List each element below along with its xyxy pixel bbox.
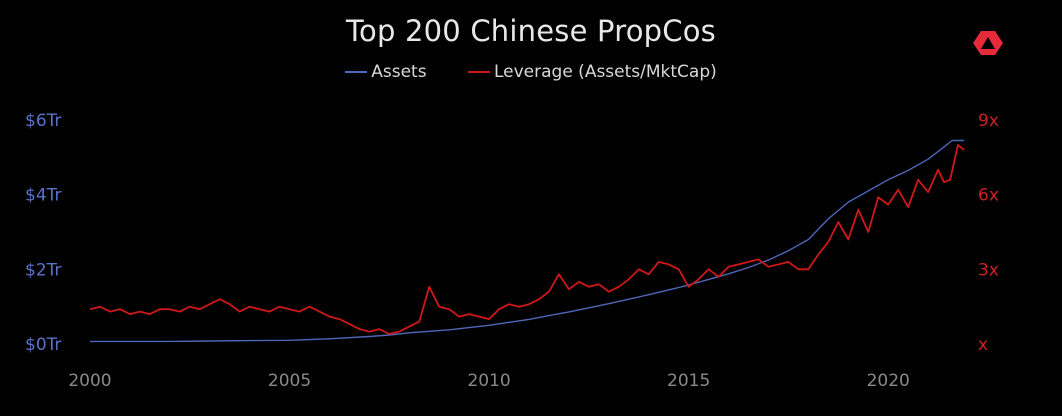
legend-label-leverage: Leverage (Assets/MktCap) [493, 62, 717, 82]
y-left-tick-label-0: $0Tr [25, 335, 62, 355]
x-tick-label-1: 2005 [268, 371, 311, 391]
legend-item-leverage: Leverage (Assets/MktCap) [467, 62, 717, 82]
legend: Assets Leverage (Assets/MktCap) [0, 62, 1062, 82]
y-right-tick-label-3: 9x [978, 111, 999, 131]
axes: 2000 2005 2010 2015 2020 $0Tr $2Tr $4Tr $6Tr x 3x 6… [25, 111, 999, 391]
x-tick-label-3: 2015 [667, 371, 710, 391]
y-right-tick-label-2: 6x [978, 186, 999, 206]
chart-title: Top 200 Chinese PropCos [346, 14, 716, 48]
y-right-tick-label-1: 3x [978, 260, 999, 280]
y-right-tick-label-0: x [978, 335, 988, 355]
y-left-tick-label-3: $6Tr [25, 111, 62, 131]
legend-swatch-assets [345, 71, 368, 73]
brand-logo-icon [973, 31, 1003, 55]
series-lines [89, 139, 965, 343]
x-tick-label-2: 2010 [467, 371, 510, 391]
legend-label-assets: Assets [371, 62, 427, 82]
y-left-tick-label-1: $2Tr [25, 260, 62, 280]
series-line-assets [90, 139, 964, 343]
y-left-tick-label-2: $4Tr [25, 186, 62, 206]
x-tick-label-0: 2000 [68, 371, 111, 391]
x-tick-label-4: 2020 [867, 371, 910, 391]
legend-item-assets: Assets [345, 62, 427, 82]
series-line-leverage [89, 144, 965, 335]
legend-swatch-leverage [467, 71, 490, 73]
